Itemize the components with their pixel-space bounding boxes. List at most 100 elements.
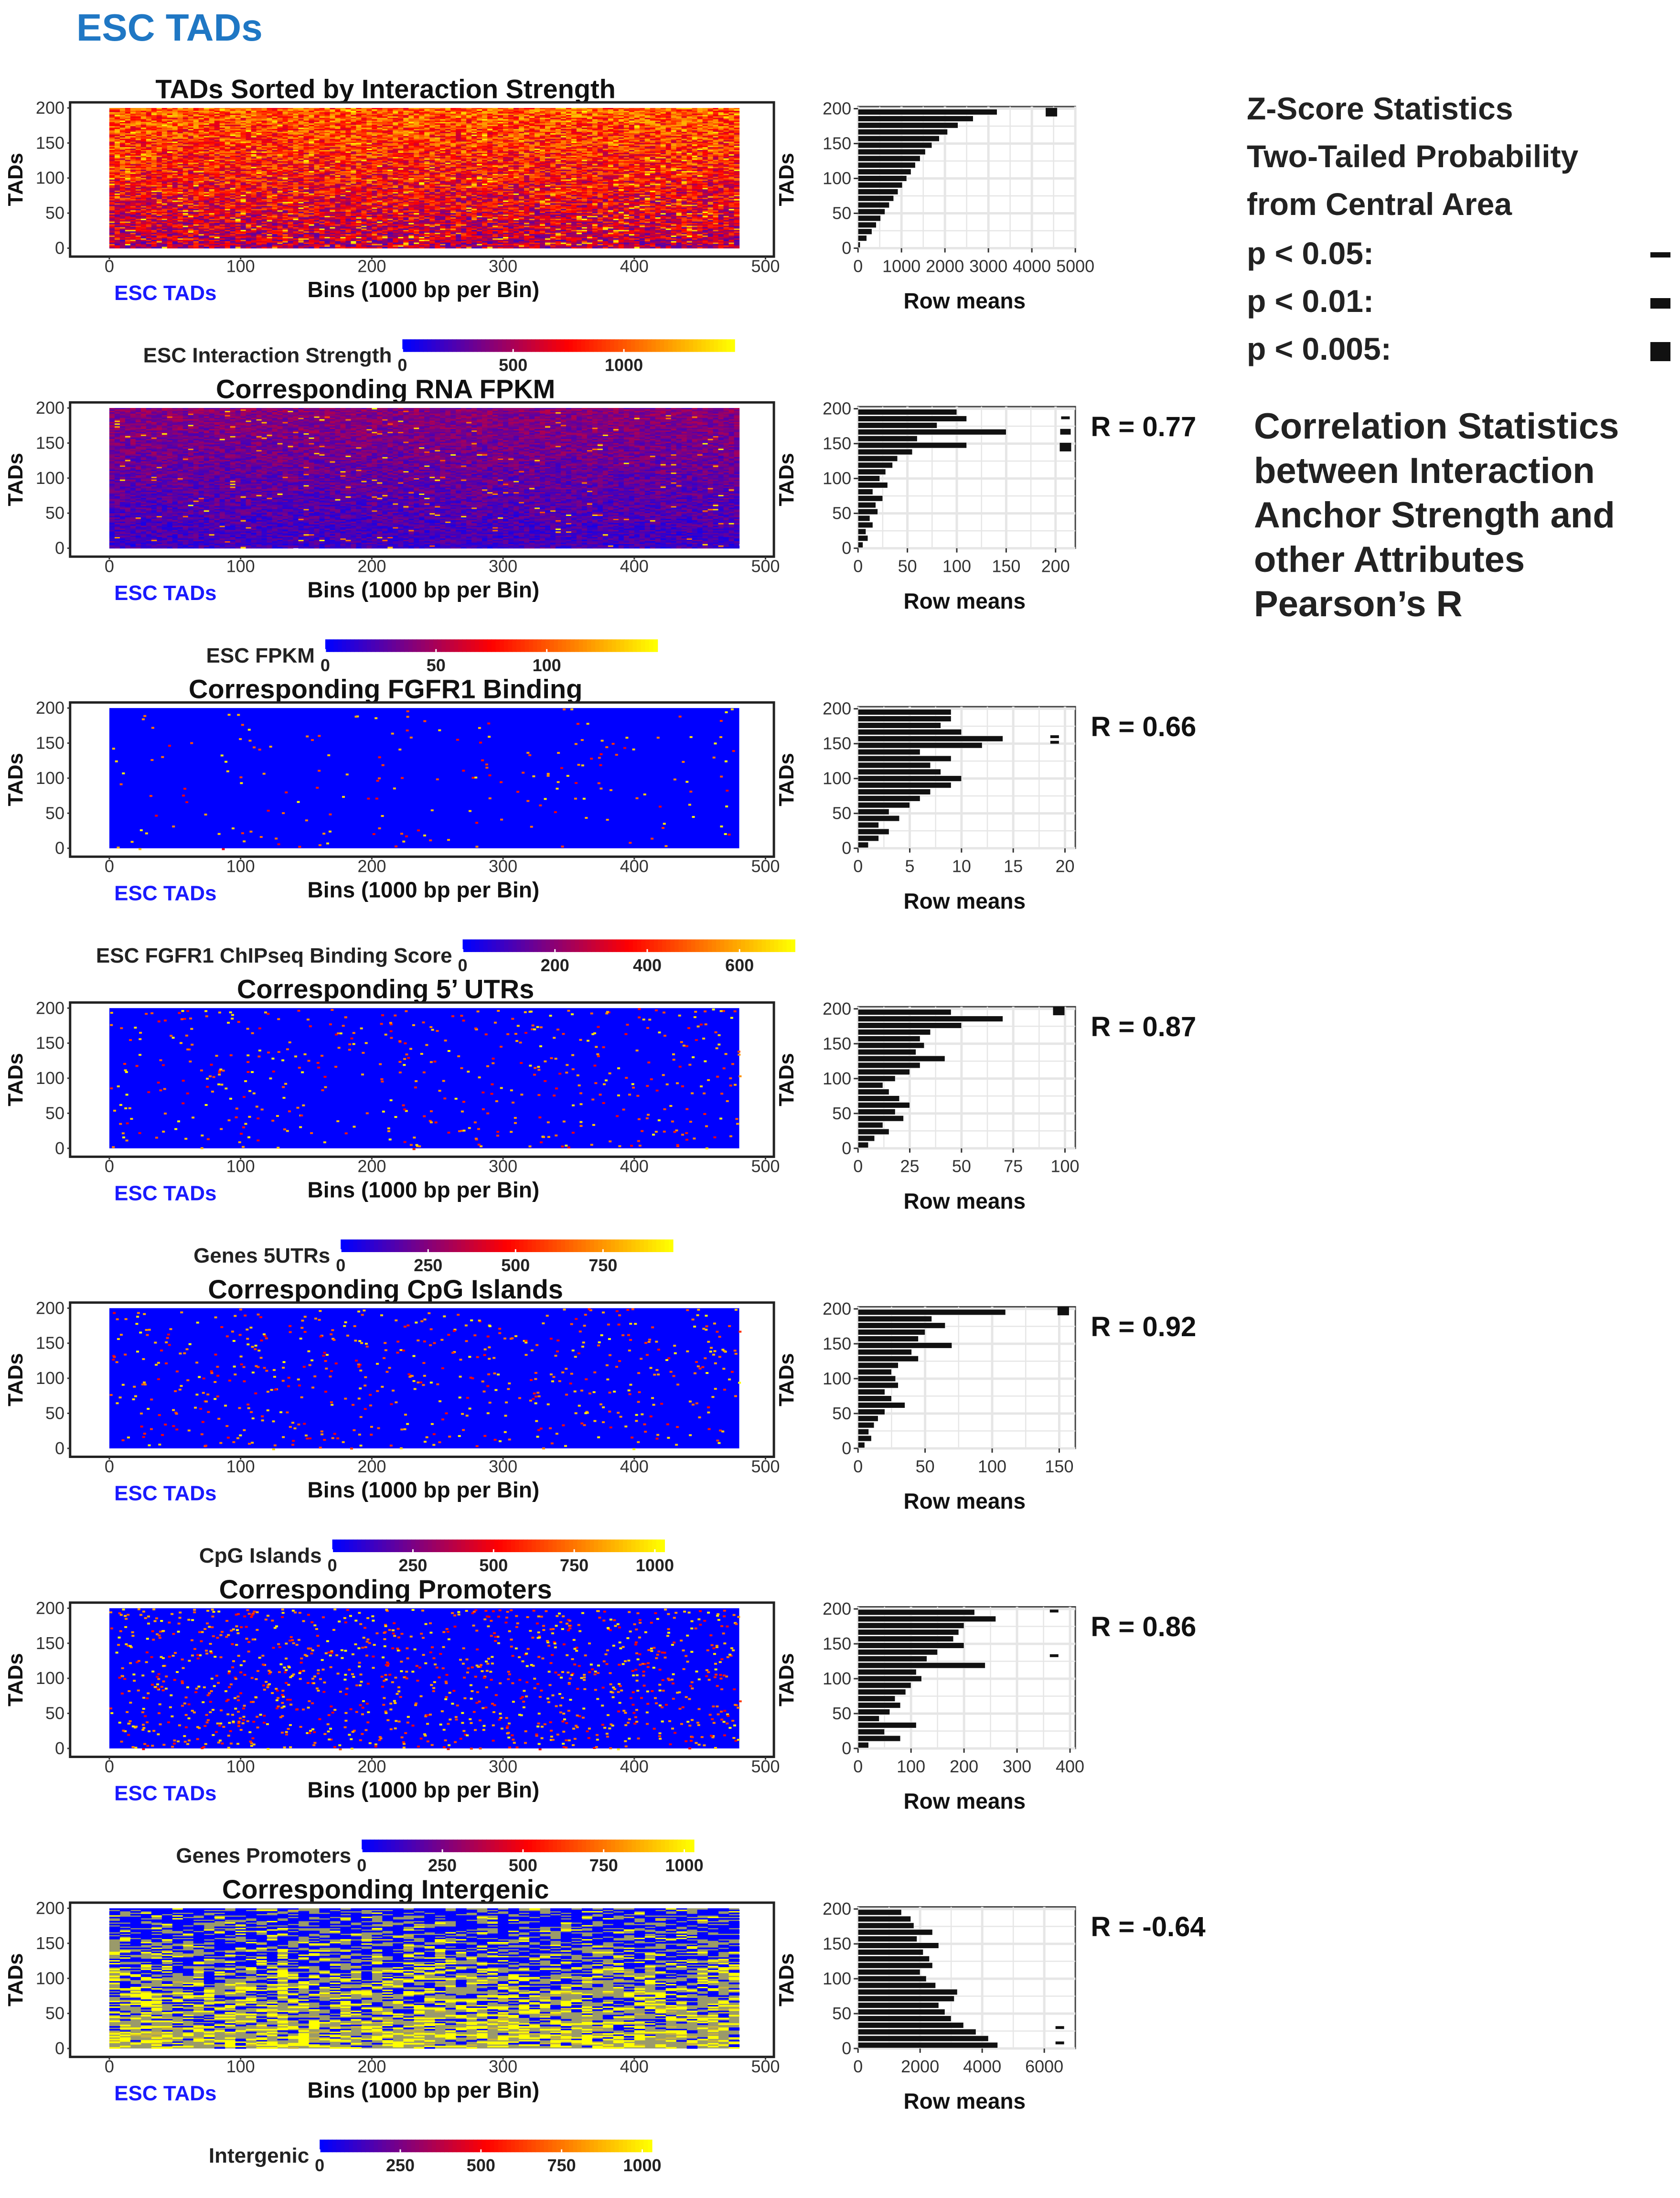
- heatmap-cell: [629, 120, 635, 122]
- heatmap-cell: [319, 115, 325, 117]
- heatmap-cell: [718, 115, 724, 117]
- heatmap-cell: [555, 115, 561, 117]
- heatmap-cell: [130, 123, 136, 125]
- heatmap-cell: [225, 125, 231, 127]
- heatmap-cell: [581, 125, 588, 127]
- heatmap-cell: [639, 123, 645, 125]
- heatmap-cell: [639, 112, 645, 114]
- heatmap-cell: [697, 115, 703, 117]
- heatmap-cell: [319, 109, 325, 111]
- heatmap-cell: [303, 109, 310, 111]
- heatmap-cell: [161, 126, 168, 128]
- heatmap-cell: [198, 116, 204, 118]
- heatmap-cell: [345, 115, 352, 117]
- heatmap-cell: [634, 109, 640, 111]
- heatmap-cell: [330, 128, 336, 129]
- heatmap-cell: [125, 120, 131, 122]
- heatmap-cell: [456, 126, 461, 128]
- heatmap-cell: [272, 115, 278, 117]
- heatmap-cell: [135, 109, 141, 111]
- heatmap-cell: [707, 107, 714, 110]
- heatmap-cell: [639, 120, 645, 122]
- heatmap-cell: [161, 113, 168, 116]
- heatmap-cell: [429, 128, 435, 129]
- heatmap-cell: [267, 119, 273, 121]
- heatmap-cell: [398, 107, 404, 110]
- heatmap-cell: [161, 109, 168, 111]
- heatmap-cell: [723, 115, 729, 117]
- heatmap-cell: [440, 122, 446, 124]
- heatmap-cell: [246, 119, 252, 121]
- heatmap-cell: [492, 128, 498, 129]
- heatmap-cell: [251, 110, 257, 113]
- heatmap-cell: [676, 109, 682, 111]
- heatmap-cell: [613, 112, 619, 114]
- heatmap-cell: [256, 123, 262, 125]
- heatmap-cell: [361, 122, 367, 124]
- heatmap-cell: [256, 109, 262, 111]
- heatmap-cell: [686, 115, 693, 117]
- heatmap-cell: [498, 128, 503, 129]
- heatmap-cell: [539, 119, 546, 121]
- heatmap-cell: [277, 122, 283, 124]
- heatmap-cell: [471, 120, 477, 122]
- heatmap-cell: [209, 118, 215, 120]
- heatmap-cell: [267, 123, 273, 125]
- heatmap-cell: [125, 115, 131, 117]
- heatmap-cell: [681, 119, 687, 121]
- heatmap-cell: [608, 107, 614, 110]
- heatmap-cell: [692, 113, 698, 116]
- heatmap-cell: [566, 109, 572, 111]
- heatmap-cell: [539, 115, 546, 117]
- heatmap-cell: [161, 120, 168, 122]
- heatmap-cell: [288, 129, 294, 131]
- heatmap-cell: [707, 119, 714, 121]
- heatmap-cell: [403, 109, 409, 111]
- heatmap-cell: [639, 110, 645, 113]
- heatmap-cell: [109, 119, 115, 121]
- heatmap-cell: [335, 126, 341, 128]
- heatmap-cell: [597, 113, 603, 116]
- heatmap-cell: [151, 128, 157, 129]
- heatmap-cell: [535, 125, 540, 127]
- heatmap-cell: [566, 125, 572, 127]
- heatmap-cell: [702, 120, 708, 122]
- heatmap-cell: [319, 116, 325, 118]
- heatmap-cell: [298, 112, 304, 114]
- heatmap-cell: [361, 128, 367, 129]
- heatmap-cell: [450, 109, 456, 111]
- heatmap-cell: [246, 118, 252, 120]
- heatmap-cell: [351, 123, 356, 125]
- heatmap-cell: [377, 116, 383, 118]
- heatmap-cell: [140, 115, 147, 117]
- heatmap-cell: [277, 109, 283, 111]
- heatmap-cell: [293, 118, 299, 120]
- heatmap-cell: [419, 115, 425, 117]
- heatmap-cell: [734, 126, 740, 128]
- heatmap-cell: [550, 113, 556, 116]
- heatmap-cell: [560, 125, 567, 127]
- heatmap-cell: [130, 122, 136, 124]
- heatmap-cell: [335, 120, 341, 122]
- heatmap-cell: [387, 113, 393, 116]
- heatmap-cell: [356, 129, 362, 131]
- heatmap-cell: [256, 122, 262, 124]
- heatmap-cell: [408, 109, 414, 111]
- heatmap-cell: [366, 109, 372, 111]
- heatmap-cell: [440, 126, 446, 128]
- heatmap-cell: [629, 126, 635, 128]
- heatmap-cell: [671, 109, 677, 111]
- heatmap-cell: [461, 115, 467, 117]
- heatmap-cell: [608, 113, 614, 116]
- heatmap-cell: [519, 123, 524, 125]
- heatmap-cell: [539, 120, 546, 122]
- heatmap-cell: [198, 123, 204, 125]
- heatmap-cell: [188, 115, 194, 117]
- heatmap-cell: [324, 119, 331, 121]
- heatmap-cell: [214, 129, 220, 131]
- heatmap-cell: [545, 112, 551, 114]
- heatmap-cell: [487, 128, 493, 129]
- heatmap-cell: [514, 110, 519, 113]
- heatmap-cell: [219, 107, 225, 110]
- heatmap-cell: [639, 126, 645, 128]
